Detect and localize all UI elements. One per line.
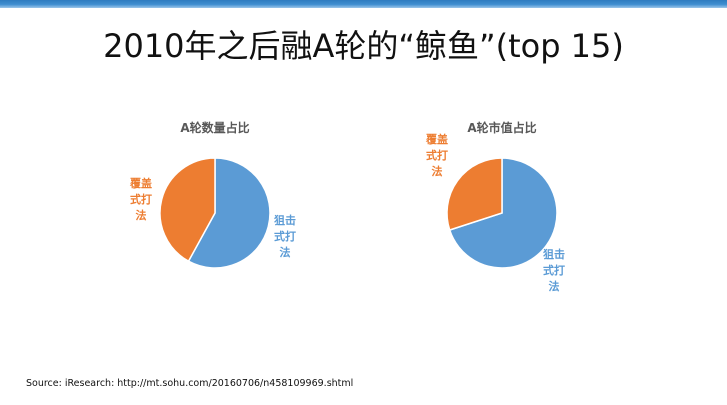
chart-title: A轮市值占比 [467, 121, 537, 135]
chart-title: A轮数量占比 [180, 121, 250, 135]
pie-slice-sniper [187, 157, 271, 269]
slice-label-sniper: 狙击式打法 [543, 248, 565, 293]
pie-slice-coverage [446, 157, 503, 231]
pie-chart-value: A轮市值占比 狙击式打法 覆盖式打法 [372, 110, 632, 310]
slice-label-coverage: 覆盖式打法 [426, 133, 448, 178]
pie-chart-count: A轮数量占比 狙击式打法 覆盖式打法 [85, 110, 345, 310]
pie-slice-coverage [159, 157, 216, 263]
slide-title: 2010年之后融A轮的“鲸鱼”(top 15) [103, 27, 624, 65]
pie-slice-sniper [448, 157, 558, 269]
slice-label-coverage: 覆盖式打法 [130, 177, 152, 222]
pie-plot [159, 157, 271, 269]
pie-plot [446, 157, 558, 269]
slice-label-sniper: 狙击式打法 [274, 214, 296, 259]
header-band [0, 0, 727, 8]
source-note: Source: iResearch: http://mt.sohu.com/20… [26, 378, 354, 389]
